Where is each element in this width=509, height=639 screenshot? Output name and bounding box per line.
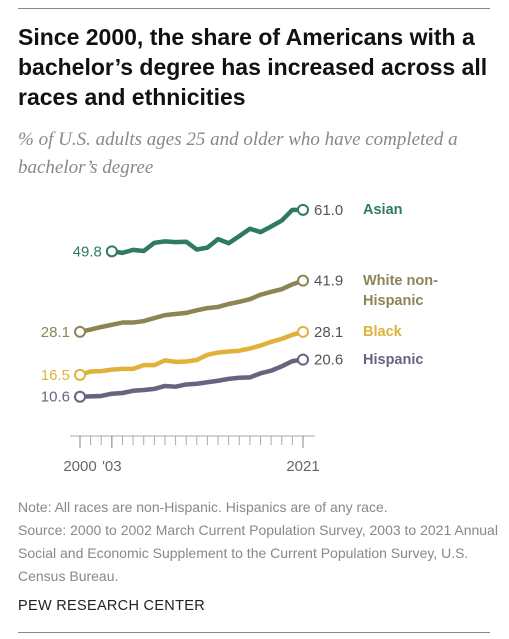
data-label: 49.8 (73, 243, 102, 260)
data-label: 16.5 (41, 367, 70, 384)
title: Since 2000, the share of Americans with … (18, 24, 488, 110)
x-tick-label: 2021 (286, 458, 319, 475)
data-label: 28.1 (314, 324, 343, 341)
legend-label: Hispanic (363, 351, 424, 368)
point-marker (297, 353, 309, 366)
legend-label: Black (363, 323, 402, 340)
point-marker (74, 325, 86, 338)
point-marker (297, 325, 309, 338)
point-marker (297, 203, 309, 216)
x-tick-label: 2000 (63, 458, 96, 475)
data-label: 28.1 (41, 324, 70, 341)
series-line (79, 329, 304, 377)
point-marker (74, 368, 86, 381)
data-label: 61.0 (314, 202, 343, 219)
x-tick-label: '03 (102, 458, 122, 475)
data-label: 41.9 (314, 273, 343, 290)
legend-label: White non-Hispanic (363, 272, 438, 309)
series-line (79, 357, 304, 399)
rule (18, 632, 490, 633)
point-marker (74, 390, 86, 403)
point-marker (297, 274, 309, 287)
point-marker (105, 245, 118, 258)
series-line (79, 278, 304, 335)
credit: PEW RESEARCH CENTER (18, 598, 205, 614)
series-line (111, 207, 303, 256)
source: Source: 2000 to 2002 March Current Popul… (18, 522, 498, 584)
data-label: 20.6 (314, 352, 343, 369)
data-label: 10.6 (41, 389, 70, 406)
legend-label: Asian (363, 201, 403, 218)
subtitle: % of U.S. adults ages 25 and older who h… (18, 129, 458, 178)
rule (18, 8, 490, 9)
note: Note: All races are non-Hispanic. Hispan… (18, 499, 388, 515)
